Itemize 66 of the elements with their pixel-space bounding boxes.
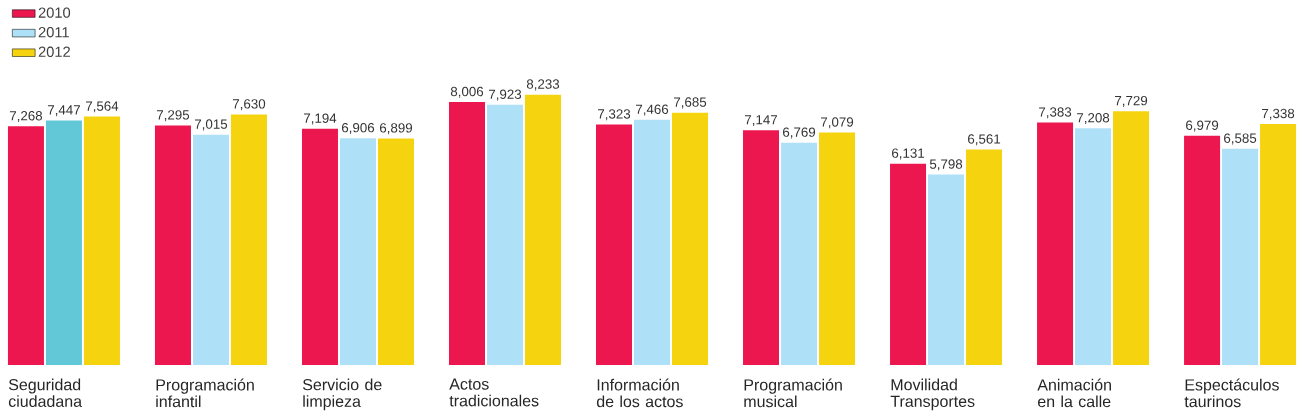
bar: [928, 174, 965, 365]
x-tick-label: Animación en la calle: [1037, 378, 1111, 408]
data-label: 7,383: [1039, 107, 1072, 119]
data-label: 6,899: [379, 123, 413, 135]
data-label: 6,769: [783, 127, 816, 139]
bar: [596, 124, 633, 365]
bar: [339, 138, 376, 365]
data-label: 7,079: [821, 117, 854, 129]
bar: [525, 94, 561, 365]
bar: [377, 138, 414, 365]
bar: [1260, 124, 1297, 365]
x-tick-label: Seguridad ciudadana: [8, 378, 83, 408]
data-label: 6,906: [341, 122, 375, 134]
data-label: 7,323: [598, 109, 631, 121]
legend-label: 2010: [38, 7, 71, 18]
bar: [1184, 135, 1221, 365]
data-label: 7,015: [194, 119, 228, 131]
data-label: 6,585: [1224, 133, 1257, 145]
data-label: 7,466: [636, 104, 669, 116]
bar: [890, 163, 927, 365]
bar: [449, 102, 485, 365]
data-label: 7,268: [9, 111, 43, 123]
bar: [230, 114, 267, 365]
legend-label: 2011: [38, 27, 69, 38]
data-label: 7,194: [303, 113, 337, 125]
data-label: 7,147: [745, 115, 778, 127]
bar: [966, 149, 1003, 365]
data-label: 8,233: [526, 79, 560, 91]
data-label: 7,208: [1077, 113, 1110, 125]
bar: [1113, 111, 1150, 365]
bar: [45, 120, 82, 365]
data-label: 7,923: [489, 89, 522, 101]
legend-label: 2012: [38, 46, 70, 57]
x-tick-label: Movilidad Transportes: [890, 378, 975, 411]
data-label: 7,295: [156, 110, 190, 122]
bar: [743, 130, 780, 365]
data-label: 6,561: [968, 134, 1001, 146]
x-tick-label: Actos tradicionales: [449, 378, 539, 407]
x-tick-label: Programación infantil: [156, 378, 254, 408]
x-tick-label: Programación musical: [744, 378, 842, 408]
data-label: 8,006: [450, 86, 484, 98]
data-label: 5,798: [929, 159, 963, 171]
data-label: 7,564: [85, 101, 119, 113]
bar: [192, 134, 229, 365]
bar: [154, 125, 191, 365]
bar: [819, 132, 856, 365]
bar: [1222, 148, 1259, 365]
bar: [672, 112, 709, 365]
bar: [83, 116, 120, 365]
bar: [487, 104, 523, 365]
x-tick-label: Espectáculos taurinos: [1184, 378, 1279, 408]
bar: [781, 142, 818, 365]
bar: [301, 128, 338, 365]
data-label: 7,447: [47, 105, 80, 117]
data-label: 6,979: [1186, 120, 1219, 132]
data-label: 7,685: [674, 97, 707, 109]
data-label: 6,131: [892, 148, 925, 160]
data-label: 7,338: [1262, 108, 1295, 120]
bar: [7, 126, 44, 365]
bar: [1037, 122, 1074, 365]
bar: [634, 119, 671, 365]
data-label: 7,630: [232, 99, 266, 111]
data-label: 7,729: [1115, 95, 1148, 107]
x-tick-label: Servicio de limpieza: [302, 378, 382, 411]
bar: [1075, 128, 1112, 365]
x-tick-label: Información de los actos: [596, 378, 683, 408]
